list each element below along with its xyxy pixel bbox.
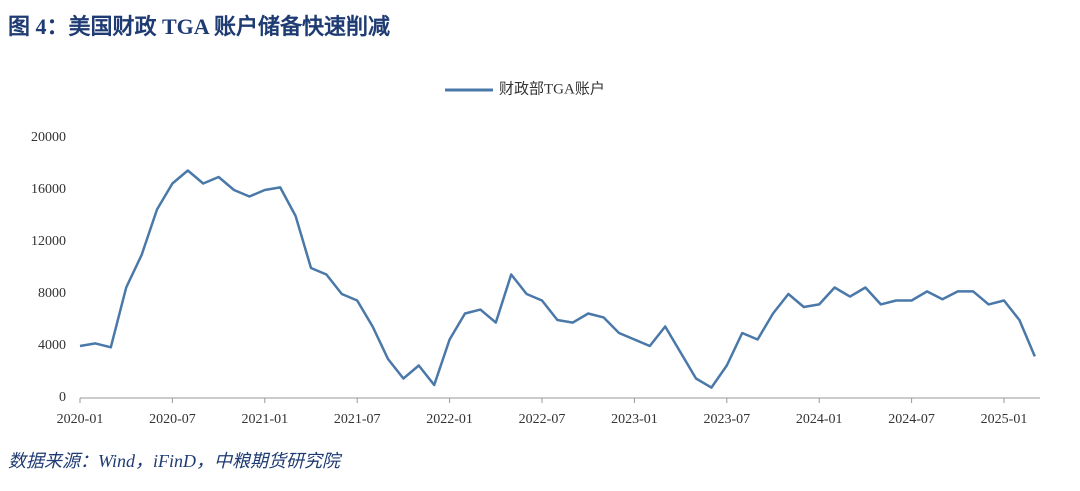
y-tick-label: 12000 <box>31 234 66 249</box>
source-note: 数据来源：Wind，iFinD，中粮期货研究院 <box>8 451 343 471</box>
y-tick-label: 8000 <box>38 286 66 301</box>
series-line <box>79 169 1036 389</box>
x-tick-label: 2022-07 <box>519 412 566 427</box>
x-tick-label: 2022-01 <box>426 412 473 427</box>
y-tick-label: 20000 <box>31 130 66 145</box>
x-tick-label: 2020-01 <box>57 412 104 427</box>
x-tick-label: 2023-07 <box>703 412 750 427</box>
x-tick-label: 2021-07 <box>334 412 381 427</box>
x-tick-label: 2024-01 <box>796 412 843 427</box>
y-tick-label: 4000 <box>38 338 66 353</box>
legend-label: 财政部TGA账户 <box>499 80 605 97</box>
x-tick-label: 2024-07 <box>888 412 935 427</box>
y-tick-label: 16000 <box>31 182 66 197</box>
chart-title: 图 4：美国财政 TGA 账户储备快速削减 <box>8 14 390 39</box>
x-tick-label: 2025-01 <box>981 412 1028 427</box>
x-tick-label: 2021-01 <box>241 412 288 427</box>
y-tick-label: 0 <box>59 390 66 405</box>
x-tick-label: 2023-01 <box>611 412 658 427</box>
x-tick-label: 2020-07 <box>149 412 196 427</box>
